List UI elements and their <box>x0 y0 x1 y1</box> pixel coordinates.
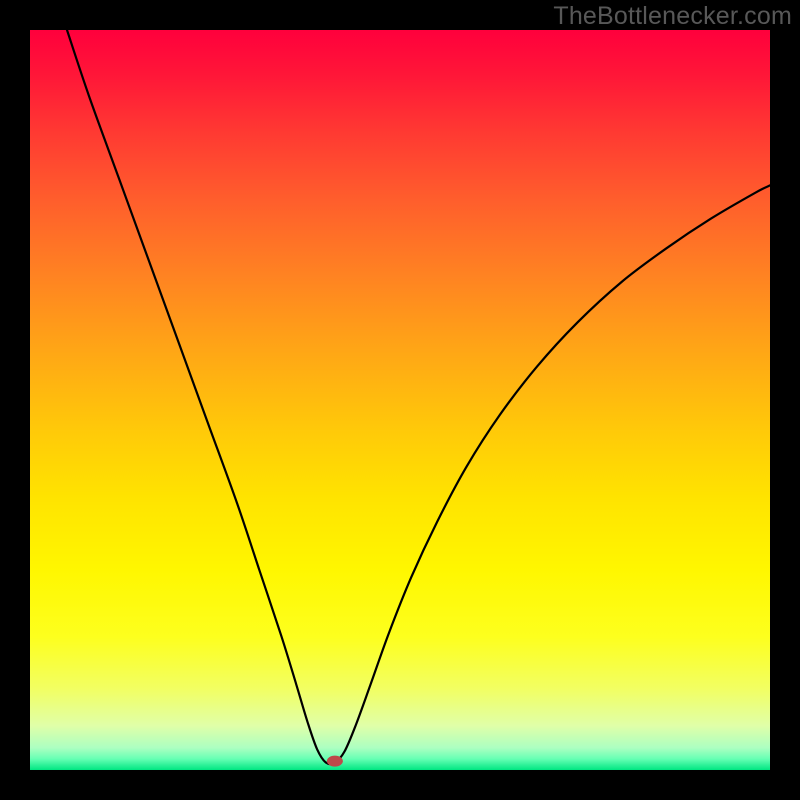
bottleneck-chart: TheBottlenecker.com <box>0 0 800 800</box>
optimal-marker <box>327 756 343 767</box>
chart-svg <box>0 0 800 800</box>
watermark-text: TheBottlenecker.com <box>553 2 792 31</box>
plot-area <box>30 30 770 770</box>
